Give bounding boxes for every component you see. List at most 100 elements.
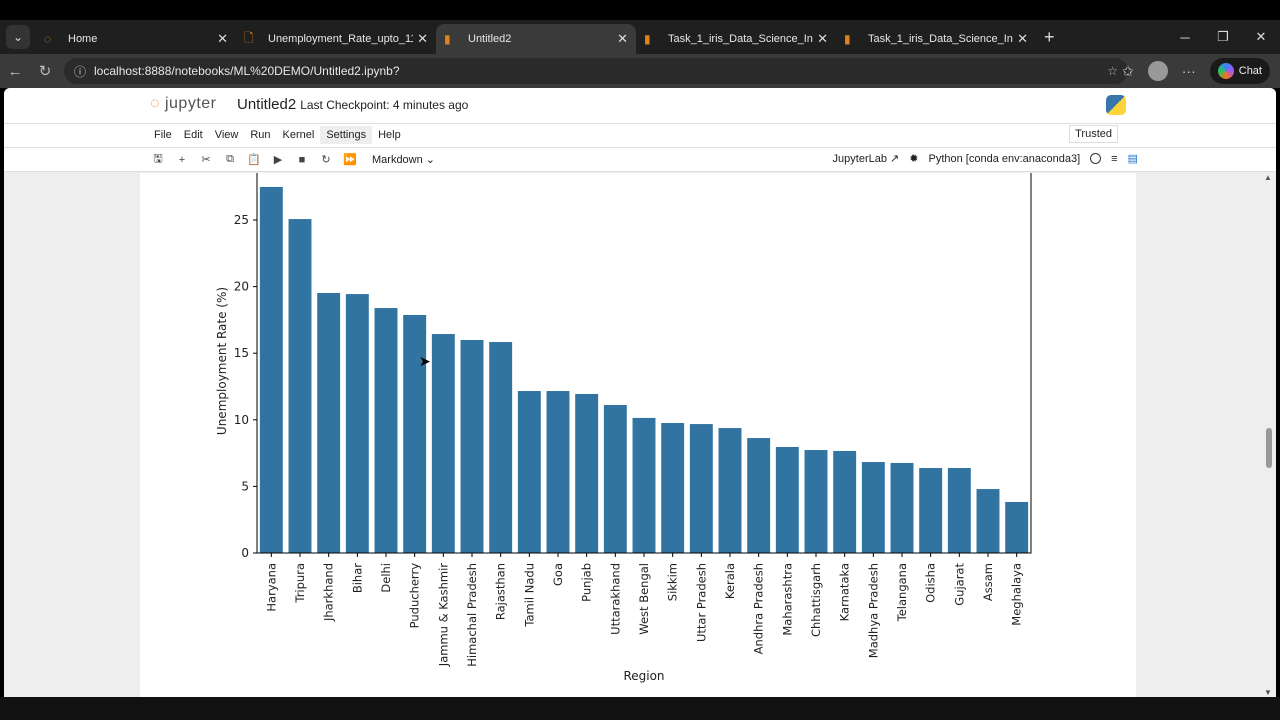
scrollbar[interactable]: ▲ ▼ xyxy=(1264,173,1274,697)
add-cell-icon[interactable]: + xyxy=(178,153,186,166)
bar-sikkim xyxy=(661,422,685,553)
bar-goa xyxy=(546,391,570,553)
restart-icon[interactable]: ↻ xyxy=(321,154,331,166)
tab-label: Home xyxy=(68,33,98,45)
x-tick-label: Sikkim xyxy=(666,563,680,601)
reload-icon[interactable]: ↻ xyxy=(38,63,52,80)
x-tick-label: Odisha xyxy=(924,563,938,603)
menu-edit[interactable]: Edit xyxy=(183,128,203,141)
bar-assam xyxy=(976,489,1000,553)
y-axis-label: Unemployment Rate (%) xyxy=(215,287,229,435)
menu-kernel[interactable]: Kernel xyxy=(282,128,315,141)
bar-meghalaya xyxy=(1005,501,1029,553)
property-inspector-icon[interactable]: ▤ xyxy=(1127,153,1138,165)
scroll-up-icon[interactable]: ▲ xyxy=(1264,173,1272,182)
y-tick-label: 15 xyxy=(234,346,249,360)
tab-0[interactable]: ◌ Home ✕ xyxy=(36,24,236,54)
favorites-icon[interactable]: ✩ xyxy=(1122,62,1134,79)
scroll-down-icon[interactable]: ▼ xyxy=(1264,688,1272,697)
logo-text: jupyter xyxy=(164,95,217,112)
bar-madhya-pradesh xyxy=(861,462,885,553)
close-tab-icon[interactable]: ✕ xyxy=(417,31,428,46)
bar-karnataka xyxy=(833,450,857,553)
paste-icon[interactable]: 📋 xyxy=(247,154,261,166)
bar-maharashtra xyxy=(775,446,799,553)
trusted-badge[interactable]: Trusted xyxy=(1069,125,1118,143)
stop-icon[interactable]: ■ xyxy=(298,153,306,166)
back-icon[interactable]: ← xyxy=(7,62,23,80)
jupyterlab-link[interactable]: JupyterLab ↗ xyxy=(832,153,900,165)
favorite-star-icon[interactable]: ☆ xyxy=(1107,64,1118,78)
avatar[interactable] xyxy=(1147,61,1168,81)
y-tick-label: 20 xyxy=(234,280,249,294)
restore-icon[interactable]: ❐ xyxy=(1217,29,1229,44)
bar-chhattisgarh xyxy=(804,450,828,553)
bar-odisha xyxy=(919,468,943,553)
bar-jharkhand xyxy=(317,292,341,553)
y-tick-label: 0 xyxy=(241,546,249,560)
close-tab-icon[interactable]: ✕ xyxy=(617,31,628,46)
close-window-icon[interactable]: ✕ xyxy=(1255,29,1267,44)
close-tab-icon[interactable]: ✕ xyxy=(1017,31,1028,46)
x-tick-label: West Bengal xyxy=(637,563,651,635)
close-tab-icon[interactable]: ✕ xyxy=(817,31,828,46)
notebook-header: ◌ jupyter Untitled2 Last Checkpoint: 4 mi… xyxy=(4,88,1276,172)
tab-bar: ⌄ ◌ Home ✕ 🗋 Unemployment_Rate_upto_11_2020 ✕… xyxy=(0,20,1280,54)
bar-uttar-pradesh xyxy=(689,424,713,553)
notebook-icon: ▮ xyxy=(844,32,851,46)
debugger-icon[interactable]: ✹ xyxy=(909,153,919,165)
menu-view[interactable]: View xyxy=(214,128,239,141)
tab-1[interactable]: 🗋 Unemployment_Rate_upto_11_2020 ✕ xyxy=(236,24,436,54)
tab-2[interactable]: ▮ Untitled2 ✕ xyxy=(436,24,636,54)
menu-help[interactable]: Help xyxy=(378,128,401,141)
menu-file[interactable]: File xyxy=(154,128,172,141)
copy-icon[interactable]: ⧉ xyxy=(226,153,234,165)
x-tick-label: Chhattisgarh xyxy=(809,563,823,637)
tab-3[interactable]: ▮ Task_1_iris_Data_Science_Intern ✕ xyxy=(636,24,836,54)
tab-label: Task_1_iris_Data_Science_Intern xyxy=(868,33,1013,45)
menu-run[interactable]: Run xyxy=(250,128,271,141)
bar-puducherry xyxy=(403,314,427,553)
chat-button[interactable]: Chat xyxy=(1209,58,1270,84)
file-icon: 🗋 xyxy=(244,30,254,45)
bar-uttarakhand xyxy=(603,405,627,553)
minimize-icon[interactable]: ─ xyxy=(1180,29,1190,45)
kernel-name[interactable]: Python [conda env:anaconda3] xyxy=(928,152,1081,165)
info-icon[interactable]: ⓘ xyxy=(74,64,87,79)
more-icon[interactable]: ··· xyxy=(1181,63,1196,79)
jupyterlab-link-text: JupyterLab xyxy=(832,153,887,165)
bar-bihar xyxy=(345,294,369,553)
menu-settings[interactable]: Settings xyxy=(320,125,373,144)
x-tick-label: Goa xyxy=(551,563,565,586)
bar-haryana xyxy=(259,186,283,553)
bar-gujarat xyxy=(947,468,971,553)
url-field[interactable]: ⓘ localhost:8888/notebooks/ML%20DEMO/Unt… xyxy=(64,58,1128,84)
y-tick-label: 10 xyxy=(234,413,249,427)
bar-himachal-pradesh xyxy=(460,340,484,553)
bar-jammu-kashmir xyxy=(431,334,455,553)
checkpoint-text: Last Checkpoint: 4 minutes ago xyxy=(300,98,469,112)
cut-icon[interactable]: ✂ xyxy=(201,154,211,166)
chat-label: Chat xyxy=(1238,65,1262,77)
tab-4[interactable]: ▮ Task_1_iris_Data_Science_Intern ✕ xyxy=(836,24,1036,54)
kernel-status-icon xyxy=(1090,153,1102,164)
x-tick-label: Kerala xyxy=(723,563,737,599)
notebook-icon: ▮ xyxy=(444,32,451,46)
run-icon[interactable]: ▶ xyxy=(273,154,283,166)
cell-type-select[interactable]: Markdown ⌄ xyxy=(372,154,436,166)
x-tick-label: Punjab xyxy=(580,563,594,602)
toc-icon[interactable]: ≡ xyxy=(1111,152,1118,165)
save-icon[interactable]: 🖫 xyxy=(153,153,163,165)
scrollbar-thumb[interactable] xyxy=(1266,428,1272,468)
bottom-bar xyxy=(0,697,1280,720)
new-tab-button[interactable]: + xyxy=(1044,26,1055,47)
tab-label: Task_1_iris_Data_Science_Intern xyxy=(668,33,813,45)
close-tab-icon[interactable]: ✕ xyxy=(217,31,228,46)
jupyter-logo[interactable]: ◌ jupyter xyxy=(150,95,217,112)
tab-list-button[interactable]: ⌄ xyxy=(6,25,30,49)
x-axis-label: Region xyxy=(623,669,664,683)
run-all-icon[interactable]: ⏩ xyxy=(343,154,357,166)
bar-tamil-nadu xyxy=(517,391,541,553)
bar-punjab xyxy=(575,393,599,553)
notebook-title[interactable]: Untitled2 Last Checkpoint: 4 minutes ago xyxy=(237,96,468,113)
